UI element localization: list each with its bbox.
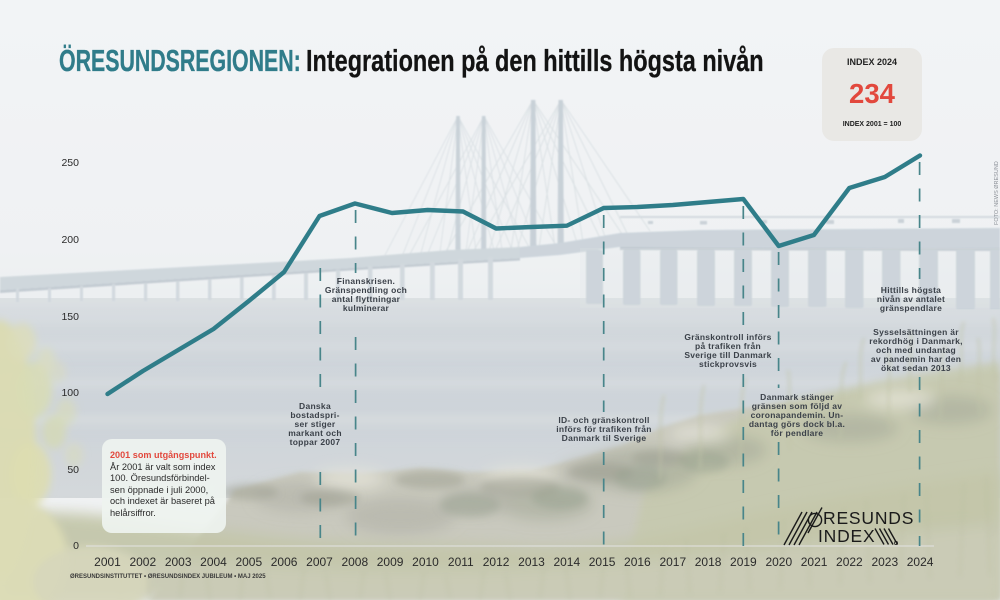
svg-text:INDEX: INDEX bbox=[818, 526, 875, 546]
svg-text:RESUNDS: RESUNDS bbox=[823, 508, 914, 528]
